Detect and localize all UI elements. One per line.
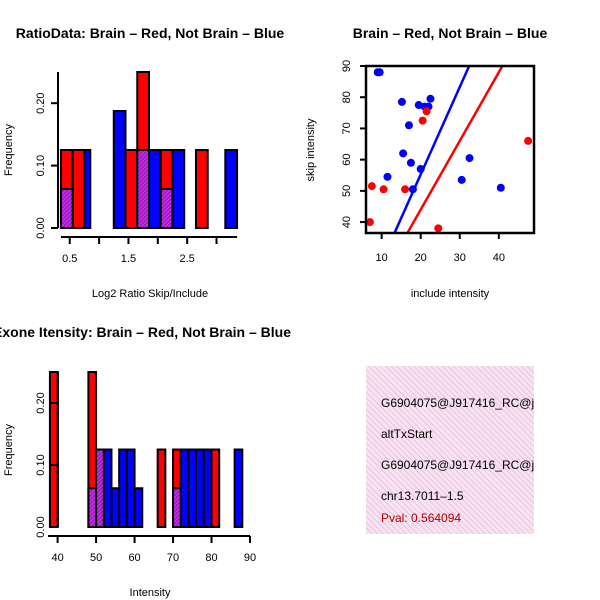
scatter-point-red (366, 218, 374, 227)
ratio-hist-bar-blue (171, 149, 186, 229)
ratio-hist-x-tick-label: 1.5 (121, 253, 136, 265)
scatter-point-blue (406, 158, 415, 167)
ratio-hist-bar-blue (112, 110, 127, 229)
intensity-hist-x-label: Intensity (130, 587, 171, 599)
scatter-point-blue (408, 185, 417, 194)
ratio-hist-bar-overlap (159, 188, 174, 229)
ratio-hist-x-tick-label: 0.5 (62, 253, 77, 265)
intensity-hist-x-tick-label: 50 (90, 552, 102, 564)
intensity-hist-x-tick-label: 60 (128, 552, 140, 564)
ratio-hist-x-tick-label: 2.5 (180, 253, 195, 265)
intensity-hist-bar-blue (133, 487, 144, 528)
intensity-hist-bar-blue (118, 448, 128, 528)
scatter-title: Brain – Red, Not Brain – Blue (353, 25, 548, 41)
intensity-hist-title: Exone Itensity: Brain – Red, Not Brain –… (0, 324, 291, 340)
scatter-x-tick-label: 20 (415, 252, 427, 264)
scatter-point-blue (383, 172, 392, 181)
scatter-y-label: skip intensity (305, 118, 317, 181)
scatter-point-red (418, 116, 427, 125)
intensity-hist-y-tick-label: 0.20 (35, 392, 47, 413)
intensity-hist-bar-blue (187, 448, 198, 528)
scatter-point-red (422, 107, 431, 116)
scatter-point-red (379, 185, 388, 194)
intensity-hist-bar-overlap (172, 487, 182, 528)
ratio-hist-bar-blue (148, 149, 162, 229)
ratio-hist-bar-red (194, 149, 209, 229)
scatter-point-blue (397, 97, 406, 106)
event-id-repeat-text: G6904075@J917416_RC@j2 (381, 458, 534, 472)
scatter-fit-line-red (406, 66, 504, 233)
ratio-hist-y-tick-label: 0.00 (35, 217, 47, 238)
ratio-hist-y-tick-label: 0.20 (35, 92, 47, 113)
scatter-y-tick-label: 70 (341, 122, 353, 134)
scatter-point-red (401, 185, 410, 194)
scatter-point-blue (404, 121, 413, 130)
intensity-hist-bar-blue (195, 448, 205, 528)
intensity-hist-bar-overlap (95, 448, 105, 528)
scatter-y-tick-label: 80 (341, 91, 353, 103)
event-id-text: G6904075@J917416_RC@j2 (381, 396, 534, 410)
intensity-hist-bar-blue (179, 448, 190, 528)
scatter-point-blue (426, 94, 435, 103)
intensity-hist-y-tick-label: 0.00 (35, 516, 47, 537)
ratio-hist-title: RatioData: Brain – Red, Not Brain – Blue (16, 25, 285, 41)
intensity-hist-bar-blue (233, 448, 244, 528)
ratio-hist-bar-overlap (136, 149, 151, 229)
intensity-hist-bar-blue (125, 448, 136, 528)
scatter-y-tick-label: 50 (341, 185, 353, 197)
intensity-hist-x-tick-label: 40 (51, 552, 63, 564)
scatter-y-tick-label: 90 (341, 60, 353, 72)
scatter-x-tick-label: 10 (376, 252, 388, 264)
intensity-hist-y-label: Frequency (3, 424, 15, 476)
scatter-point-blue (496, 183, 505, 192)
scatter-frame (364, 64, 536, 235)
scatter-point-blue (457, 175, 466, 184)
scatter-point-blue (465, 154, 474, 163)
scatter-point-red (434, 224, 443, 233)
intensity-hist-bar-red (48, 371, 59, 528)
intensity-hist-bar-blue (202, 448, 213, 528)
ratio-hist-x-label: Log2 Ratio Skip/Include (92, 288, 208, 300)
scatter-point-blue (399, 149, 408, 158)
scatter-point-blue (375, 68, 384, 77)
event-type-text: altTxStart (381, 427, 433, 441)
intensity-hist-bar-blue (102, 448, 113, 528)
ratio-hist-bar-red (71, 149, 86, 229)
ratio-hist-y-tick-label: 0.10 (35, 155, 47, 176)
scatter-plot-area (366, 66, 533, 233)
intensity-hist-y-tick-label: 0.10 (35, 454, 47, 475)
ratio-hist-bar-blue (224, 149, 239, 229)
scatter-y-tick-label: 40 (341, 216, 353, 228)
ratio-hist-bar-overlap (59, 188, 74, 229)
scatter-y-tick-label: 60 (341, 154, 353, 166)
scatter-point-red (524, 136, 533, 145)
intensity-hist-bar-red (156, 448, 167, 528)
scatter-x-tick-label: 40 (493, 252, 505, 264)
ratio-hist-y-label: Frequency (3, 124, 15, 176)
location-text: chr13.7011–1.5 (381, 489, 464, 503)
info-box: G6904075@J917416_RC@j2 altTxStart G69040… (366, 366, 534, 534)
scatter-point-red (367, 182, 376, 191)
scatter-x-tick-label: 30 (454, 252, 466, 264)
scatter-x-label: include intensity (411, 288, 490, 300)
scatter-point-blue (416, 165, 425, 174)
scatter-fit-line-blue (393, 66, 471, 233)
intensity-hist-bar-overlap (87, 487, 98, 528)
pval-text: Pval: 0.564094 (381, 511, 462, 525)
intensity-hist-bar-blue (110, 487, 121, 528)
intensity-hist-x-tick-label: 90 (244, 552, 256, 564)
intensity-hist-x-tick-label: 70 (167, 552, 179, 564)
ratio-hist-bar-red (124, 149, 139, 229)
intensity-hist-bar-red (210, 448, 221, 528)
intensity-hist-x-tick-label: 80 (205, 552, 217, 564)
